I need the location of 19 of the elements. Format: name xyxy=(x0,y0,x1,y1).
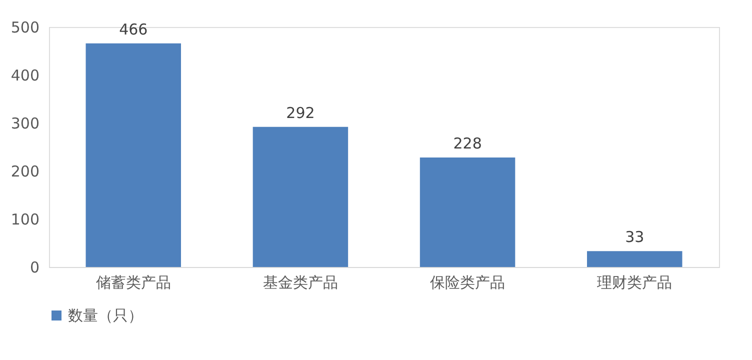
y-tick-label: 200 xyxy=(10,162,40,180)
x-tick-label: 储蓄类产品 xyxy=(96,274,171,292)
y-tick-label: 400 xyxy=(10,66,40,84)
legend-label: 数量（只） xyxy=(68,306,143,324)
bar xyxy=(420,158,516,267)
data-label: 228 xyxy=(453,134,482,153)
x-tick-label: 理财类产品 xyxy=(597,274,672,292)
bar xyxy=(86,43,181,267)
x-tick-label: 基金类产品 xyxy=(262,274,338,292)
data-label: 466 xyxy=(119,20,148,38)
bar xyxy=(252,126,348,267)
y-tick-label: 100 xyxy=(10,210,40,228)
y-tick-label: 300 xyxy=(10,114,40,132)
bar xyxy=(587,251,682,267)
y-tick-label: 0 xyxy=(30,258,40,276)
data-label: 292 xyxy=(286,104,315,122)
y-tick-label: 500 xyxy=(10,18,40,36)
data-label: 33 xyxy=(625,228,644,246)
x-tick-label: 保险类产品 xyxy=(430,274,506,292)
